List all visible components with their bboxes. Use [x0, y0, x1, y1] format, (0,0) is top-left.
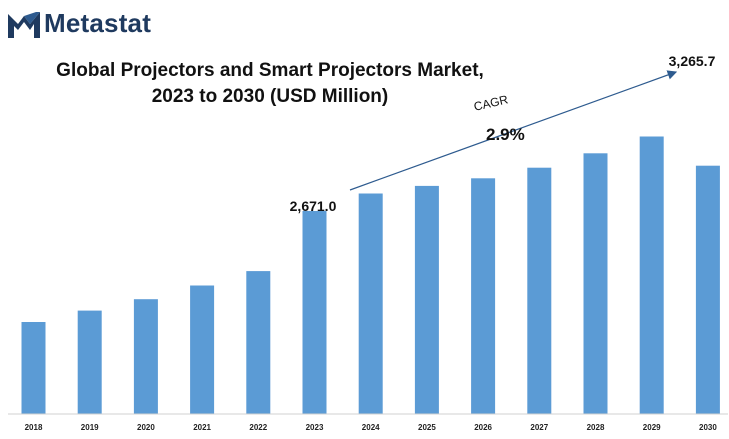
- bar-2028: [583, 153, 608, 415]
- bars-layer: [21, 136, 720, 415]
- bar-2023: [302, 211, 327, 414]
- x-tick-label-2029: 2029: [643, 423, 661, 432]
- x-tick-label-2018: 2018: [25, 423, 43, 432]
- x-tick-label-2026: 2026: [474, 423, 492, 432]
- metastat-logo-icon: [8, 12, 40, 38]
- bar-2029: [639, 136, 664, 414]
- x-tick-label-2027: 2027: [530, 423, 548, 432]
- x-tick-label-2020: 2020: [137, 423, 155, 432]
- chart-title-block: Global Projectors and Smart Projectors M…: [30, 58, 510, 110]
- brand-name: Metastat: [44, 8, 152, 38]
- bar-2021: [190, 285, 215, 414]
- bar-2018: [21, 322, 46, 414]
- x-tick-label-2025: 2025: [418, 423, 436, 432]
- x-tick-label-2021: 2021: [193, 423, 211, 432]
- chart-subtitle: 2023 to 2030 (USD Million): [151, 86, 389, 107]
- x-tick-label-2030: 2030: [699, 423, 717, 432]
- cagr-value: 2.9%: [486, 125, 525, 144]
- x-tick-label-2023: 2023: [306, 423, 324, 432]
- x-tick-labels: 2018 2019 2020 2021 2022 2023 2024 2025 2026 2027…: [25, 423, 718, 432]
- x-tick-label-2022: 2022: [249, 423, 267, 432]
- data-label-2030: 3,265.7: [669, 53, 716, 69]
- data-label-2023: 2,671.0: [290, 198, 337, 214]
- bar-2022: [246, 271, 271, 414]
- x-tick-label-2024: 2024: [362, 423, 380, 432]
- bar-2027: [527, 167, 552, 414]
- bar-2026: [471, 178, 496, 414]
- bar-2020: [133, 299, 158, 414]
- bar-2019: [77, 310, 102, 414]
- bar-2025: [414, 185, 439, 414]
- bar-2024: [358, 193, 383, 414]
- bar-2030: [695, 165, 720, 414]
- x-tick-label-2028: 2028: [587, 423, 605, 432]
- chart-title: Global Projectors and Smart Projectors M…: [56, 60, 484, 81]
- cagr-trend-arrow: [349, 70, 678, 191]
- x-tick-label-2019: 2019: [81, 423, 99, 432]
